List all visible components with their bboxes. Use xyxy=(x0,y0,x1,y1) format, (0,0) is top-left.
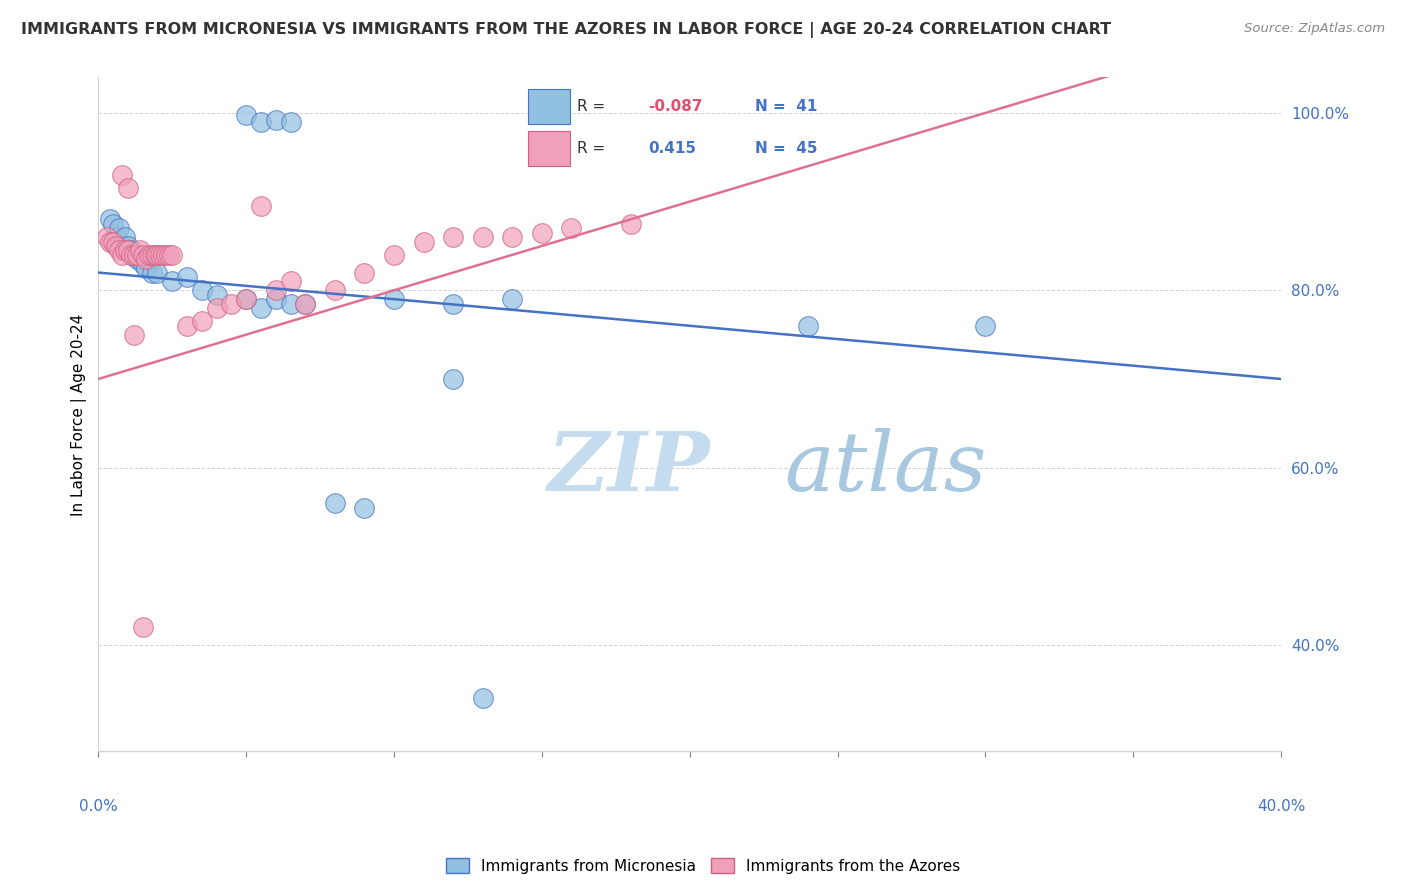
Point xyxy=(191,283,214,297)
Point xyxy=(122,248,145,262)
Point xyxy=(235,292,257,306)
Point xyxy=(974,318,997,333)
Point xyxy=(105,230,128,244)
Point xyxy=(412,235,434,249)
Point xyxy=(138,248,160,262)
Point xyxy=(141,248,163,262)
Point xyxy=(125,252,148,267)
Point xyxy=(560,221,582,235)
Point xyxy=(235,108,257,122)
Point xyxy=(111,239,134,253)
Point xyxy=(323,496,346,510)
Text: atlas: atlas xyxy=(785,428,987,508)
Point xyxy=(353,266,375,280)
Point xyxy=(250,115,273,129)
Point xyxy=(120,244,142,258)
Point xyxy=(111,168,134,182)
Point xyxy=(176,270,198,285)
Point xyxy=(98,212,121,227)
Point xyxy=(141,266,163,280)
Point xyxy=(125,248,148,262)
Point xyxy=(162,275,184,289)
Point xyxy=(205,287,228,301)
Point xyxy=(131,620,153,634)
Point xyxy=(101,235,124,249)
Point xyxy=(191,314,214,328)
Point xyxy=(441,230,464,244)
Point xyxy=(471,691,494,706)
Point xyxy=(105,239,128,253)
Point xyxy=(157,248,180,262)
Point xyxy=(122,327,145,342)
Point xyxy=(205,301,228,315)
Point xyxy=(294,296,316,310)
Point xyxy=(111,248,134,262)
Point xyxy=(280,296,302,310)
Point xyxy=(128,252,150,267)
Point xyxy=(120,248,142,262)
Point xyxy=(146,248,169,262)
Point xyxy=(143,248,166,262)
Point xyxy=(280,275,302,289)
Point xyxy=(131,257,153,271)
Point xyxy=(152,248,174,262)
Text: Source: ZipAtlas.com: Source: ZipAtlas.com xyxy=(1244,22,1385,36)
Point xyxy=(221,296,243,310)
Point xyxy=(353,500,375,515)
Point xyxy=(280,115,302,129)
Point xyxy=(108,221,131,235)
Y-axis label: In Labor Force | Age 20-24: In Labor Force | Age 20-24 xyxy=(72,313,87,516)
Point xyxy=(96,230,118,244)
Point xyxy=(264,292,287,306)
Point xyxy=(501,230,523,244)
Point xyxy=(108,244,131,258)
Point xyxy=(114,244,136,258)
Text: IMMIGRANTS FROM MICRONESIA VS IMMIGRANTS FROM THE AZORES IN LABOR FORCE | AGE 20: IMMIGRANTS FROM MICRONESIA VS IMMIGRANTS… xyxy=(21,22,1111,38)
Point xyxy=(162,248,184,262)
Point xyxy=(235,292,257,306)
Point xyxy=(114,230,136,244)
Point xyxy=(264,283,287,297)
Point xyxy=(117,181,139,195)
Point xyxy=(264,113,287,128)
Point xyxy=(382,292,405,306)
Point xyxy=(98,235,121,249)
Point xyxy=(441,296,464,310)
Point xyxy=(135,252,157,267)
Point xyxy=(155,248,177,262)
Text: ZIP: ZIP xyxy=(548,428,710,508)
Point xyxy=(122,248,145,262)
Point xyxy=(382,248,405,262)
Text: 40.0%: 40.0% xyxy=(1257,798,1305,814)
Point xyxy=(250,301,273,315)
Point xyxy=(128,244,150,258)
Point xyxy=(619,217,641,231)
Point xyxy=(501,292,523,306)
Point xyxy=(101,217,124,231)
Point xyxy=(117,244,139,258)
Point xyxy=(138,252,160,267)
Point xyxy=(131,248,153,262)
Point xyxy=(294,296,316,310)
Point xyxy=(471,230,494,244)
Point xyxy=(530,226,553,240)
Point xyxy=(117,239,139,253)
Point xyxy=(146,266,169,280)
Point xyxy=(176,318,198,333)
Legend: Immigrants from Micronesia, Immigrants from the Azores: Immigrants from Micronesia, Immigrants f… xyxy=(440,852,966,880)
Point xyxy=(441,372,464,386)
Point xyxy=(149,248,172,262)
Text: 0.0%: 0.0% xyxy=(79,798,118,814)
Point xyxy=(323,283,346,297)
Point xyxy=(135,261,157,276)
Point xyxy=(250,199,273,213)
Point xyxy=(797,318,820,333)
